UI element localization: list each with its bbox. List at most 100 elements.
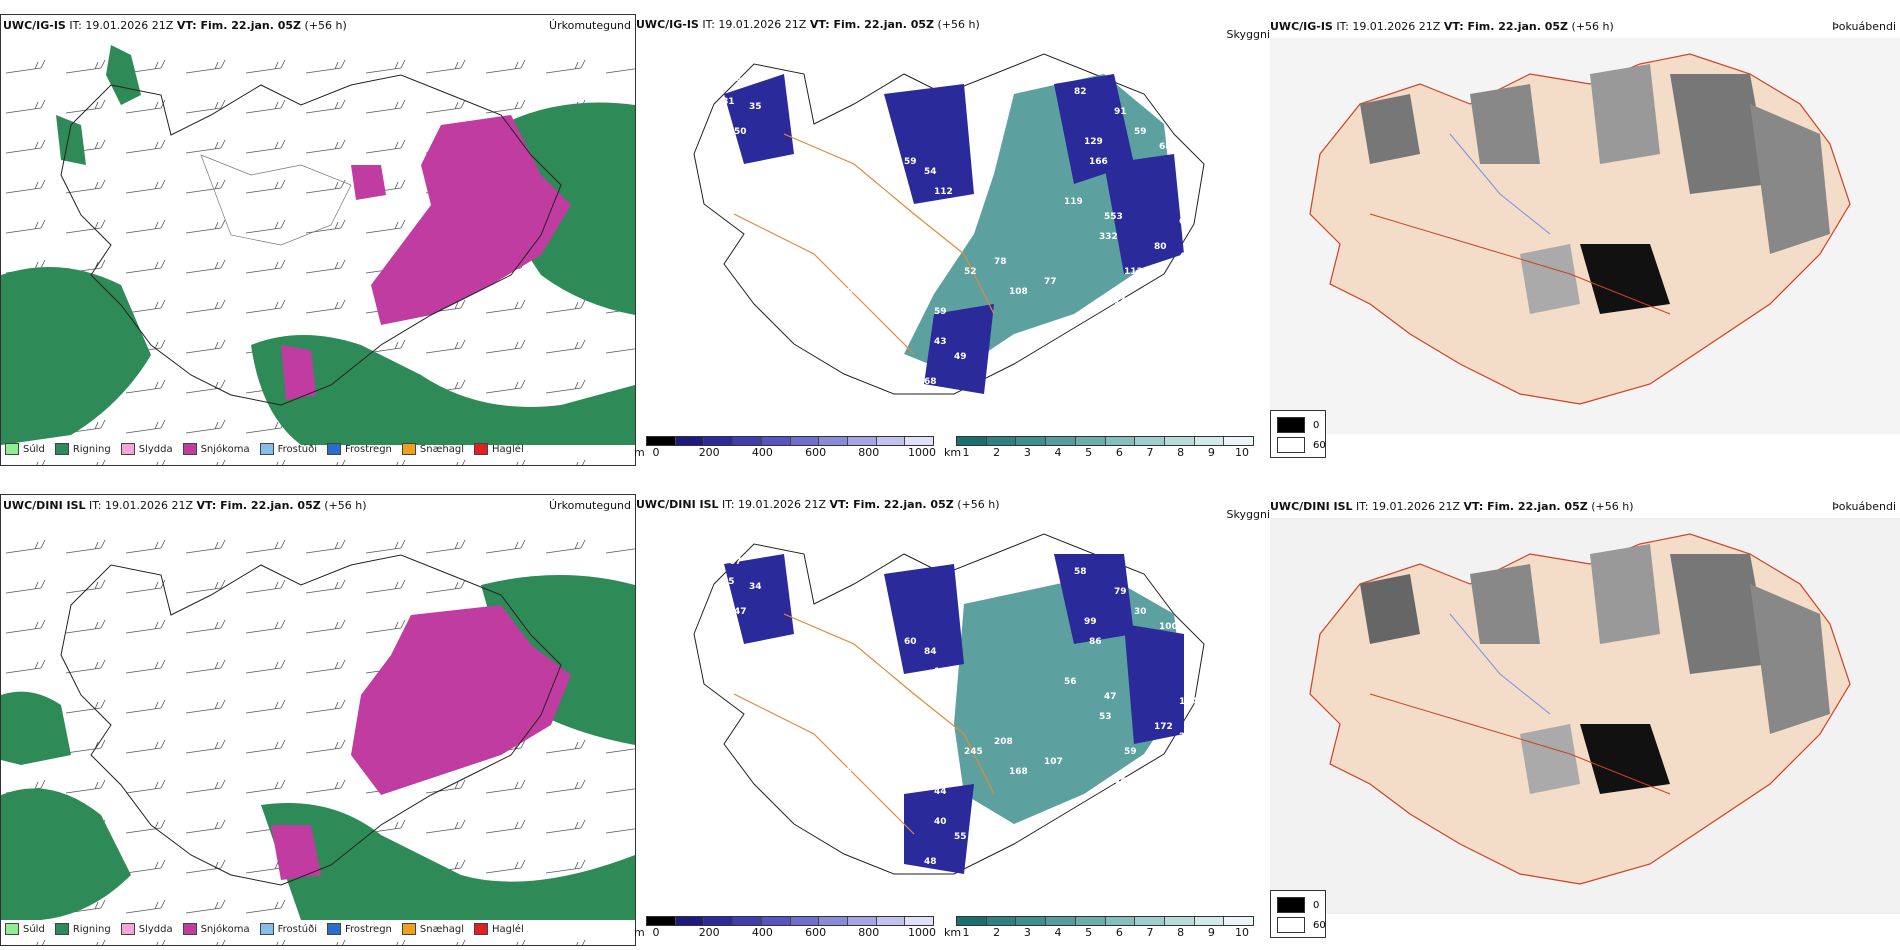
legend-swatch (1277, 417, 1305, 433)
visibility-value-label: 78 (994, 257, 1007, 267)
fog-area (1750, 104, 1830, 254)
legend-swatch (182, 443, 197, 455)
colorbar-segment (1046, 437, 1076, 445)
colorbar-tick: 0 (652, 926, 660, 939)
visibility-value-label: 553 (1104, 212, 1123, 222)
colorbar-segment (905, 437, 934, 445)
precip-legend-item: Frostúði (259, 443, 317, 455)
visibility-value-label: 59 (1134, 127, 1147, 137)
colorbar-segment (876, 917, 906, 925)
legend-swatch (1277, 917, 1305, 933)
panel-header-cloud-row1: UWC/IG-IS IT: 19.01.2026 21Z VT: Fim. 22… (1270, 20, 1614, 33)
colorbar-tick: 4 (1054, 926, 1062, 939)
visibility-panel-row1: 75 81 35 50 59 82 91 129 59 166 68 54 112 135 119 553 33… (634, 14, 1270, 464)
colorbar-tick: 2 (993, 926, 1001, 939)
fog-area (1670, 74, 1770, 194)
colorbar-segment (1164, 437, 1195, 445)
cloud-map-row2 (1270, 518, 1900, 914)
visibility-value-label: 77 (1044, 277, 1057, 287)
visibility-value-label: 107 (1044, 757, 1063, 767)
visibility-value-label: 45 (1114, 777, 1127, 787)
precip-legend-item: Haglél (474, 443, 524, 455)
colorbar-segment (790, 437, 820, 445)
colorbar-segment (1075, 437, 1106, 445)
fog-area (1670, 554, 1770, 674)
panel-title-precip: Úrkomutegund (549, 499, 631, 512)
colorbar-segment (847, 437, 877, 445)
visibility-map-row1: 75 81 35 50 59 82 91 129 59 166 68 54 112 135 119 553 33… (693, 53, 1205, 427)
fog-area (1590, 64, 1660, 164)
terrain-area (924, 304, 994, 394)
rain-area (251, 335, 635, 445)
precip-type-panel-row1: UWC/IG-IS IT: 19.01.2026 21Z VT: Fim. 22… (0, 14, 636, 466)
colorbar-segment (876, 437, 906, 445)
visibility-value-label: 44 (934, 787, 947, 797)
colorbar-tick: 7 (1146, 926, 1154, 939)
legend-swatch (182, 923, 197, 935)
panel-title-cloud: Þokuábendi (1832, 500, 1896, 513)
colorbar-segment (1016, 917, 1047, 925)
init-time: IT: 19.01.2026 21Z (702, 18, 807, 31)
colorbar-segment (1016, 437, 1047, 445)
init-time: IT: 19.01.2026 21Z (69, 19, 174, 32)
panel-title-visibility: Skyggni (1226, 28, 1270, 41)
rain-area (1, 267, 151, 445)
visibility-value-label: 79 (1114, 587, 1127, 597)
visibility-value-label: 49 (954, 352, 967, 362)
colorbar-tick: 8 (1177, 446, 1185, 459)
visibility-panel-row2: 67 35 34 47 60 58 79 99 30 86 100 84 11 78 56 47 53 172 17… (634, 494, 1270, 944)
snow-area (351, 605, 571, 795)
colorbar-tick: 10 (1235, 926, 1249, 939)
iceland-outline (60, 74, 562, 406)
fog-area (1520, 724, 1580, 794)
colorbar-strip (956, 436, 1254, 446)
colorbar-strip (956, 916, 1254, 926)
colorbar-tick: 4 (1054, 446, 1062, 459)
visibility-value-label: 86 (1089, 637, 1102, 647)
snow-area (271, 825, 321, 880)
colorbar-segment (1194, 917, 1225, 925)
terrain-area (884, 564, 964, 674)
colorbar-segment (1164, 917, 1195, 925)
visibility-value-label: 59 (1124, 747, 1137, 757)
colorbar-tick: 800 (858, 446, 880, 459)
visibility-value-label: 83 (1154, 772, 1167, 782)
visibility-value-label: 75 (729, 77, 742, 87)
colorbar-tick: 1000 (908, 446, 936, 459)
colorbar-segment (1105, 437, 1136, 445)
visibility-labels-row2: 67 35 34 47 60 58 79 99 30 86 100 84 11 78 56 47 53 172 17… (722, 557, 1198, 907)
valid-time: VT: Fim. 22.jan. 05Z (1443, 20, 1569, 33)
init-time: IT: 19.01.2026 21Z (1356, 500, 1461, 513)
panel-title-precip: Úrkomutegund (549, 19, 631, 32)
visibility-value-label: 55 (954, 832, 967, 842)
valid-time: VT: Fim. 22.jan. 05Z (196, 499, 321, 512)
precip-legend-item: Snjókoma (182, 923, 250, 935)
visibility-value-label: 47 (1174, 277, 1187, 287)
valid-time: VT: Fim. 22.jan. 05Z (176, 19, 302, 32)
fog-area (1590, 544, 1660, 644)
visibility-value-label: 59 (904, 157, 917, 167)
colorbar-unit: km (944, 926, 962, 939)
colorbar-tick: 200 (698, 446, 720, 459)
legend-label: 60 (1313, 439, 1326, 451)
visibility-value-label: 245 (964, 747, 983, 757)
colorbar-segment (733, 917, 762, 925)
model-name: UWC/IG-IS (1270, 20, 1333, 33)
legend-label: Slydda (138, 443, 173, 455)
visibility-value-label: 59 (934, 307, 947, 317)
colorbar-unit: km (944, 446, 962, 459)
valid-time: VT: Fim. 22.jan. 05Z (829, 498, 954, 511)
colorbar-strip (646, 916, 934, 926)
visibility-value-label: 11 (934, 667, 947, 677)
legend-label: 0 (1313, 419, 1320, 431)
legend-label: Frostúði (277, 443, 317, 455)
terrain-area (724, 554, 794, 644)
colorbar-segment (819, 917, 848, 925)
fog-area (1470, 84, 1540, 164)
visibility-value-label: 40 (934, 817, 947, 827)
colorbar-tick: 1 (962, 926, 970, 939)
lead-time: (+56 h) (1591, 500, 1634, 513)
visibility-value-label: 68 (1159, 142, 1172, 152)
cloud-legend: 0 60 (1270, 410, 1326, 458)
cloud-legend-item: 60 (1277, 437, 1326, 453)
